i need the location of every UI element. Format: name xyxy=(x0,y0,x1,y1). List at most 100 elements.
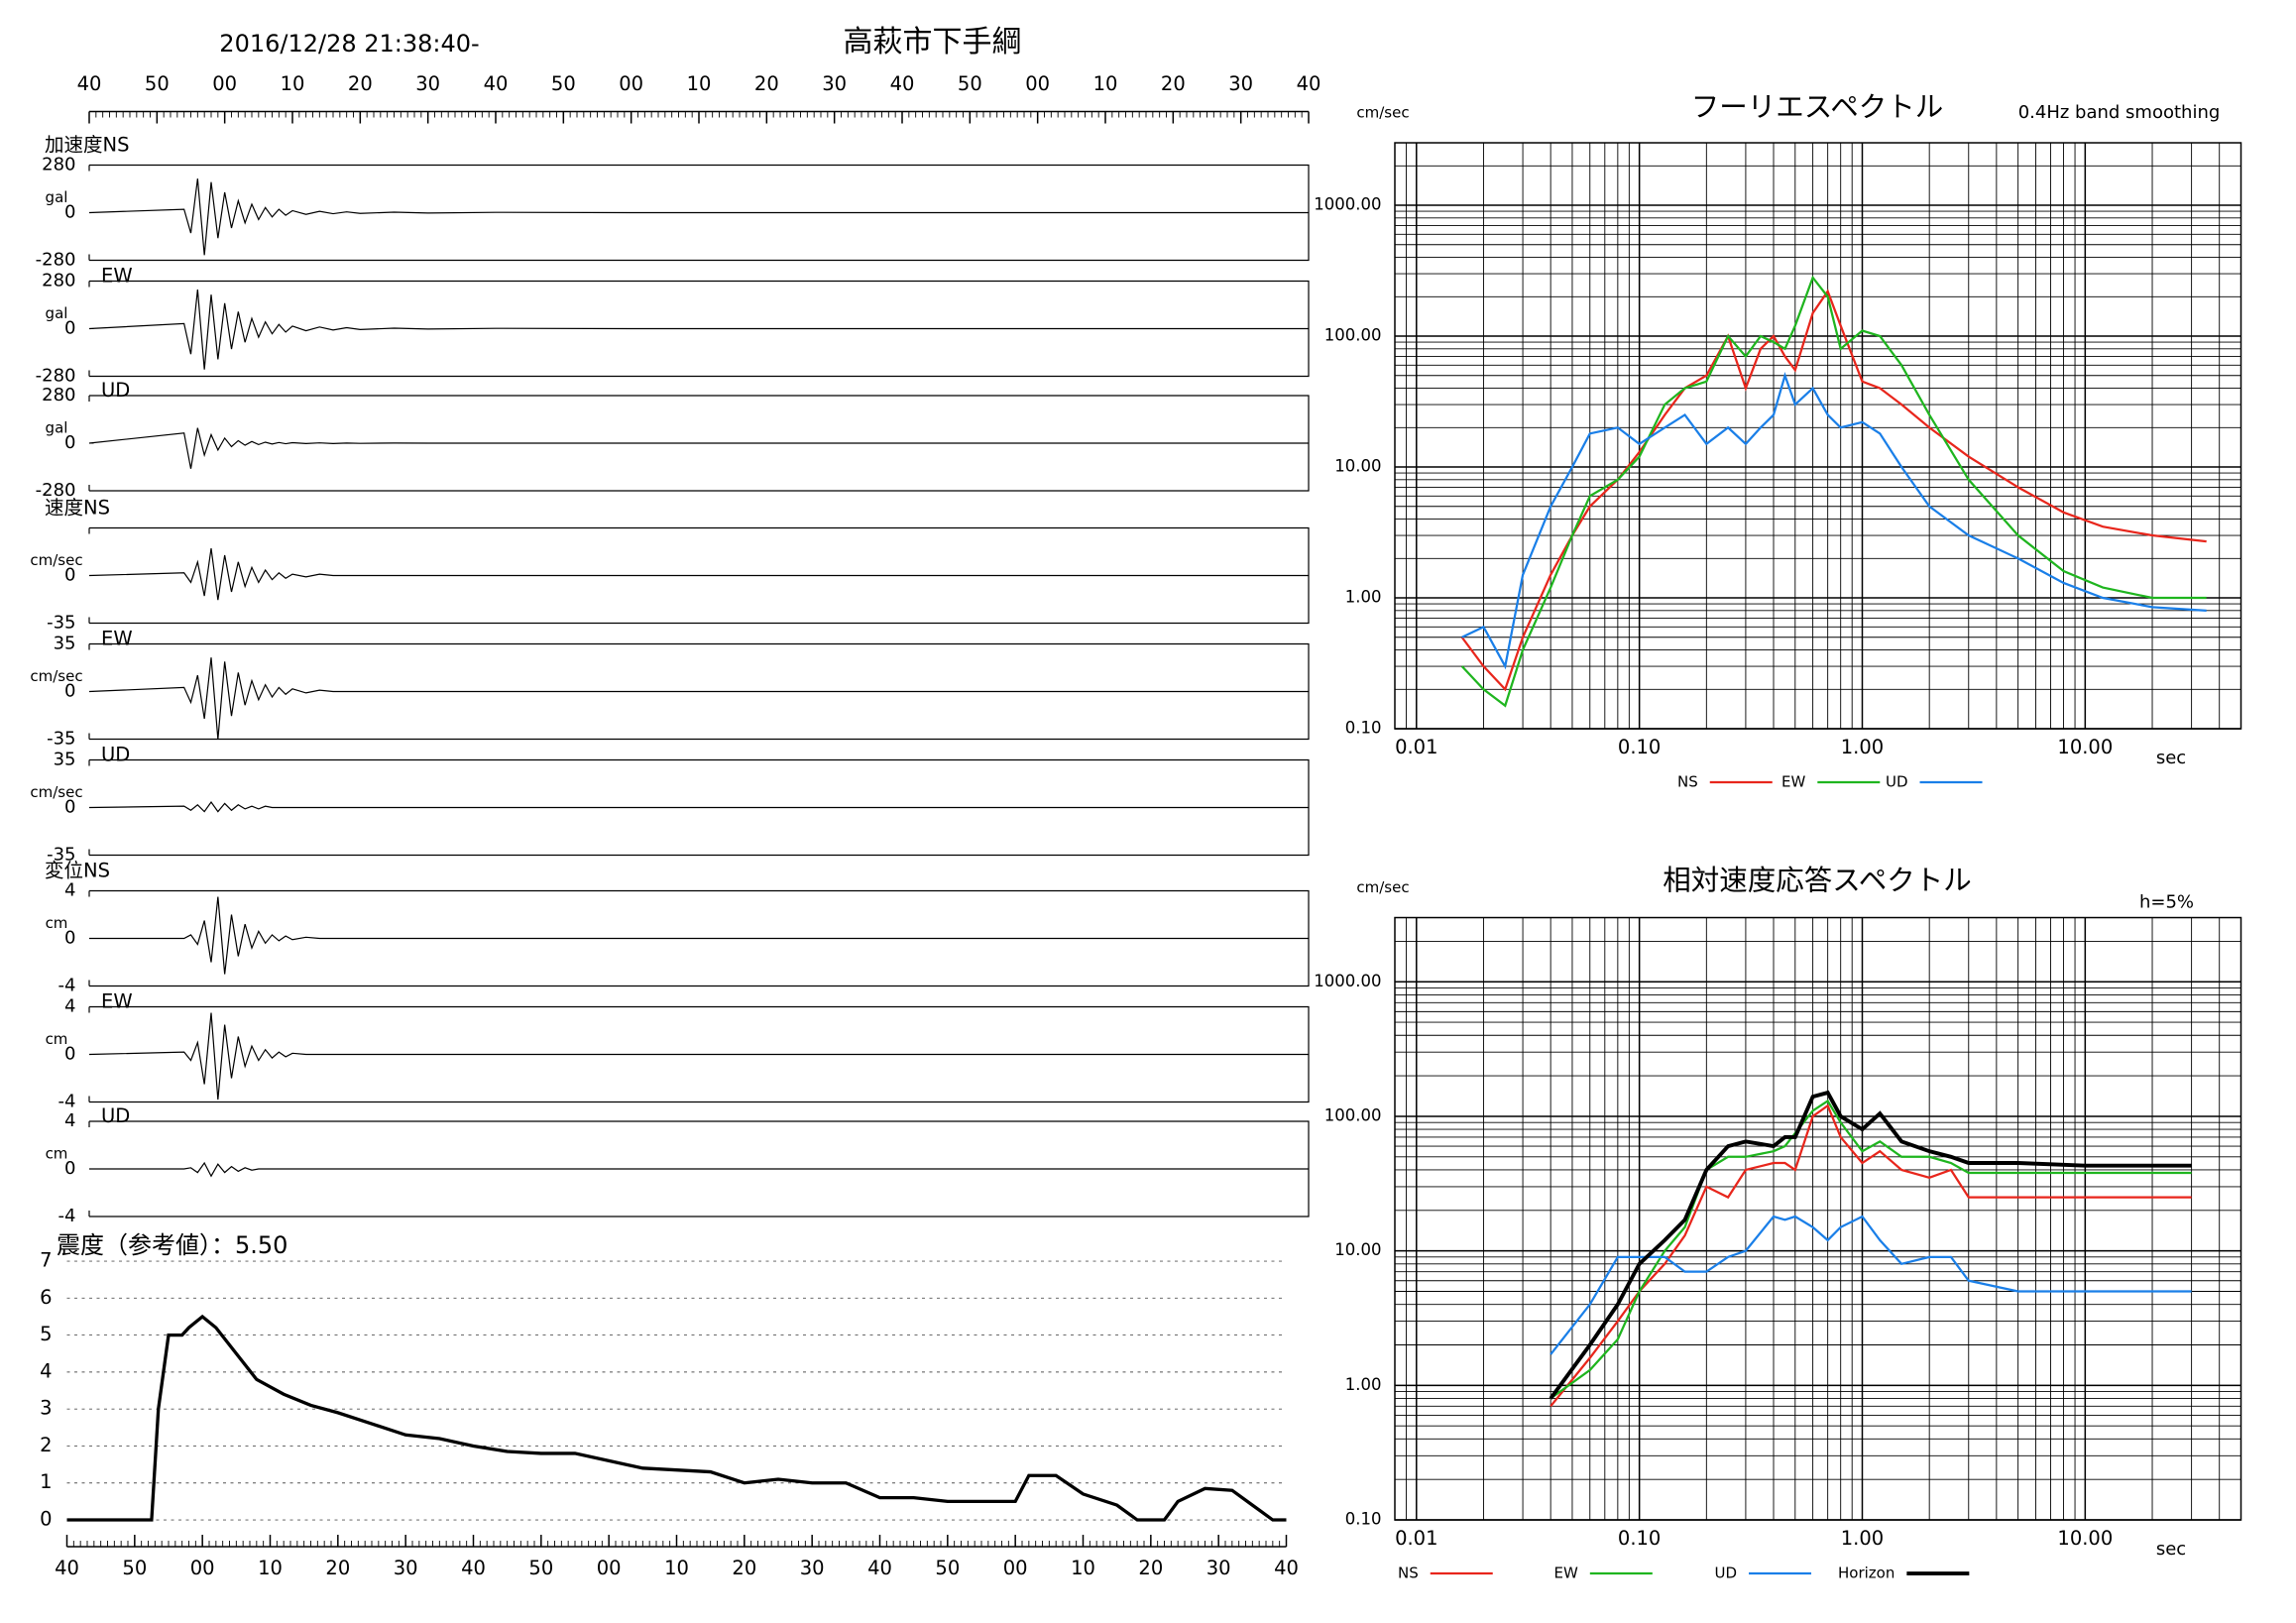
x-tick-label: 40 xyxy=(867,1557,892,1579)
intensity-line xyxy=(66,1314,1287,1522)
y-tick-label: -280 xyxy=(36,480,76,501)
x-tick-label: 00 xyxy=(190,1557,215,1579)
y-tick-label: 280 xyxy=(42,271,75,291)
y-tick-label: 2 xyxy=(40,1434,52,1456)
x-tick-label: 0.10 xyxy=(1618,1527,1661,1550)
chart-title: 震度（参考値）：5.50 xyxy=(57,1231,287,1259)
y-tick-label: 3 xyxy=(40,1397,52,1420)
y-tick-label: 0.10 xyxy=(1345,1510,1382,1529)
plot-frame xyxy=(1394,916,2242,1521)
x-tick-label: 10 xyxy=(1093,72,1118,95)
legend-label: EW xyxy=(1554,1565,1578,1582)
series-line xyxy=(1549,1090,2192,1400)
y-tick-label: 6 xyxy=(40,1286,52,1309)
y-tick-label: 35 xyxy=(54,634,76,654)
series-line xyxy=(1550,1099,2192,1400)
station-title: 高萩市下手綱 xyxy=(844,25,1022,59)
y-tick-label: 0 xyxy=(64,681,75,702)
unit-label: cm/sec xyxy=(30,783,82,801)
y-tick-label: -4 xyxy=(58,1092,76,1112)
series-line xyxy=(1460,275,2207,708)
panel-label: EW xyxy=(101,628,133,650)
x-tick-label: 50 xyxy=(935,1557,960,1579)
x-tick-label: 30 xyxy=(1206,1557,1231,1579)
panel-label: EW xyxy=(101,265,133,288)
x-tick-label: 40 xyxy=(484,72,509,95)
x-tick-label: 1.00 xyxy=(1841,736,1884,758)
x-tick-label: 20 xyxy=(1161,72,1186,95)
y-tick-label: 0 xyxy=(40,1508,52,1531)
y-tick-label: 0 xyxy=(64,797,75,818)
y-unit: cm/sec xyxy=(1356,104,1409,122)
waveform xyxy=(89,1161,1309,1178)
legend-label: Horizon xyxy=(1838,1565,1894,1582)
legend-label: UD xyxy=(1886,773,1908,791)
panel-label: UD xyxy=(101,379,130,402)
x-tick-label: 1.00 xyxy=(1841,1527,1884,1550)
x-tick-label: 50 xyxy=(958,72,982,95)
x-tick-label: 40 xyxy=(55,1557,79,1579)
unit-label: gal xyxy=(46,419,68,437)
unit-label: cm/sec xyxy=(30,667,82,685)
x-tick-label: 10.00 xyxy=(2057,736,2113,758)
y-tick-label: -4 xyxy=(58,1206,76,1226)
x-unit: sec xyxy=(2156,1539,2186,1560)
waveform xyxy=(88,427,1309,469)
waveform xyxy=(88,657,1309,740)
waveform xyxy=(88,801,1309,813)
panel-label: 加速度NS xyxy=(45,134,129,157)
y-tick-label: 4 xyxy=(64,1110,75,1131)
y-tick-label: 1000.00 xyxy=(1314,195,1381,214)
unit-label: cm xyxy=(46,914,68,932)
y-tick-label: 100.00 xyxy=(1324,326,1382,345)
x-tick-label: 40 xyxy=(461,1557,486,1579)
panel-label: 速度NS xyxy=(45,497,110,520)
x-tick-label: 50 xyxy=(122,1557,147,1579)
unit-label: gal xyxy=(46,304,68,322)
x-tick-label: 30 xyxy=(800,1557,825,1579)
y-tick-label: 0.10 xyxy=(1345,719,1382,738)
y-tick-label: 35 xyxy=(54,750,76,770)
waveform xyxy=(89,896,1309,975)
y-tick-label: 10.00 xyxy=(1334,1240,1381,1259)
x-tick-label: 10 xyxy=(258,1557,283,1579)
x-tick-label: 50 xyxy=(528,1557,553,1579)
y-tick-label: -35 xyxy=(47,845,75,866)
y-tick-label: 0 xyxy=(64,565,75,586)
x-tick-label: 40 xyxy=(77,72,102,95)
x-tick-label: 10 xyxy=(1071,1557,1095,1579)
y-tick-label: 5 xyxy=(40,1323,52,1345)
y-tick-label: -280 xyxy=(36,366,76,387)
x-tick-label: 20 xyxy=(348,72,373,95)
y-tick-label: 100.00 xyxy=(1324,1105,1382,1124)
waveform xyxy=(88,290,1309,370)
x-tick-label: 40 xyxy=(1297,72,1321,95)
x-tick-label: 20 xyxy=(732,1557,756,1579)
x-tick-label: 30 xyxy=(415,72,440,95)
legend-label: NS xyxy=(1398,1565,1419,1582)
legend-label: EW xyxy=(1781,773,1805,791)
y-tick-label: 280 xyxy=(42,385,75,406)
panel-label: EW xyxy=(101,990,133,1013)
waveform xyxy=(88,1012,1309,1101)
x-tick-label: 40 xyxy=(890,72,915,95)
panel-label: UD xyxy=(101,744,130,766)
y-tick-label: 1.00 xyxy=(1345,1375,1382,1394)
y-tick-label: 7 xyxy=(40,1249,52,1272)
series-line xyxy=(1461,372,2207,670)
y-tick-label: 4 xyxy=(64,880,75,901)
y-tick-label: 1000.00 xyxy=(1314,972,1381,990)
x-tick-label: 40 xyxy=(1274,1557,1299,1579)
waveform xyxy=(88,178,1309,256)
x-tick-label: 00 xyxy=(1025,72,1050,95)
x-tick-label: 10 xyxy=(664,1557,689,1579)
x-tick-label: 10 xyxy=(281,72,305,95)
x-tick-label: 0.01 xyxy=(1395,1527,1437,1550)
x-tick-label: 20 xyxy=(754,72,779,95)
y-tick-label: 0 xyxy=(64,928,75,949)
y-tick-label: 0 xyxy=(64,432,75,453)
y-tick-label: 1 xyxy=(40,1470,52,1493)
y-tick-label: -4 xyxy=(58,976,76,996)
x-tick-label: 0.10 xyxy=(1618,736,1661,758)
